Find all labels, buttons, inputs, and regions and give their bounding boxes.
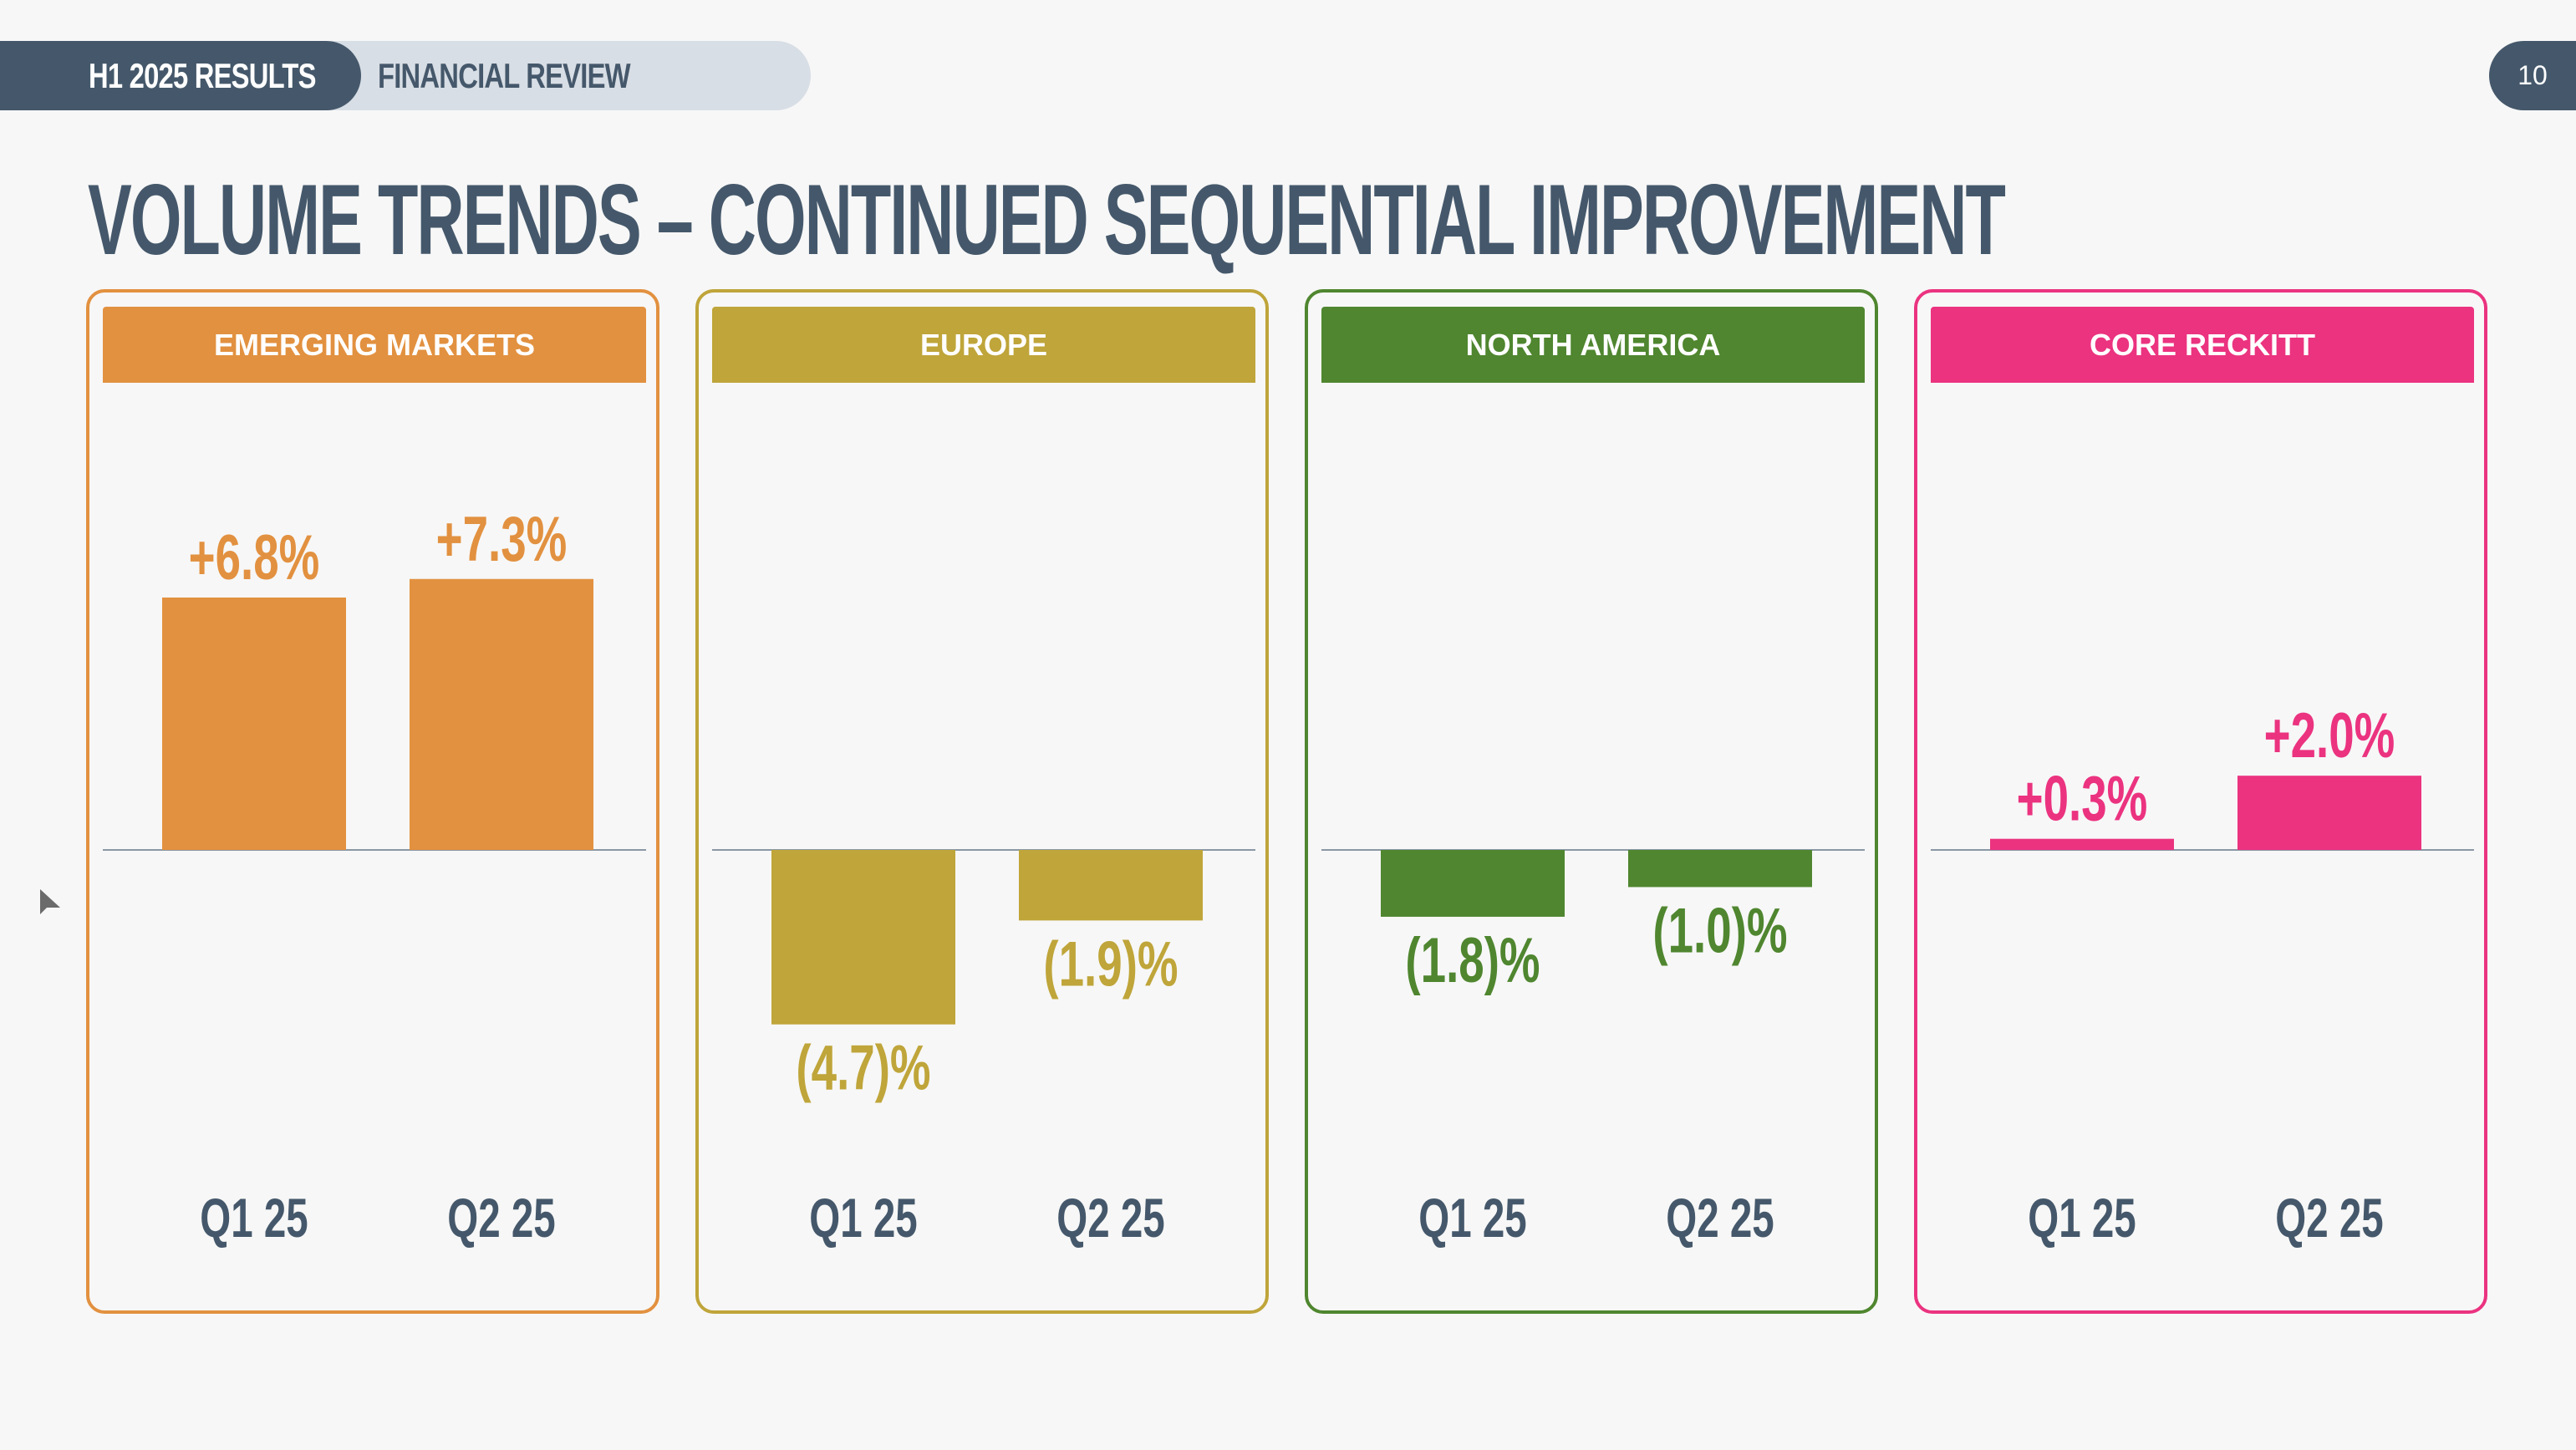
data-label: (1.0)% <box>1652 896 1787 967</box>
breadcrumb-primary: H1 2025 RESULTS <box>89 56 317 95</box>
bar <box>1019 850 1203 921</box>
bar-chart: +6.8% Q1 25 +7.3% Q2 25 <box>103 504 646 1249</box>
bar <box>1990 838 2174 850</box>
panel-core-reckitt: CORE RECKITT +0.3% Q1 25 +2.0% Q2 25 <box>1914 289 2487 1314</box>
bar <box>410 578 593 850</box>
breadcrumb-section: FINANCIAL REVIEW <box>378 56 631 95</box>
category-label: Q2 25 <box>2275 1188 2383 1249</box>
data-label: +7.3% <box>436 504 568 575</box>
bar-chart: (4.7)% Q1 25 (1.9)% Q2 25 <box>712 849 1255 1249</box>
mouse-pointer-icon <box>40 889 60 914</box>
page-number: 10 <box>2489 41 2576 110</box>
data-label: +0.3% <box>2017 764 2148 835</box>
data-label: (1.9)% <box>1043 929 1178 1000</box>
category-label: Q2 25 <box>1666 1188 1774 1249</box>
data-label: +2.0% <box>2264 700 2395 771</box>
category-label: Q1 25 <box>1418 1188 1526 1249</box>
bar <box>771 850 955 1025</box>
category-label: Q2 25 <box>1056 1188 1164 1249</box>
panel-header: CORE RECKITT <box>1931 307 2474 383</box>
bar-chart: (1.8)% Q1 25 (1.0)% Q2 25 <box>1321 849 1865 1249</box>
breadcrumb-primary-pill <box>0 41 361 110</box>
panel-header: EMERGING MARKETS <box>103 307 646 383</box>
bar <box>1381 850 1565 917</box>
panel-header: NORTH AMERICA <box>1321 307 1865 383</box>
category-label: Q1 25 <box>200 1188 308 1249</box>
category-label: Q1 25 <box>2028 1188 2136 1249</box>
bar <box>1628 850 1812 888</box>
bar <box>2237 776 2421 850</box>
panel-emerging-markets: EMERGING MARKETS +6.8% Q1 25 +7.3% Q2 25 <box>86 289 659 1314</box>
category-label: Q1 25 <box>809 1188 917 1249</box>
bar-chart: +0.3% Q1 25 +2.0% Q2 25 <box>1931 700 2474 1249</box>
panel-north-america: NORTH AMERICA (1.8)% Q1 25 (1.0)% Q2 25 <box>1305 289 1878 1314</box>
data-label: +6.8% <box>189 522 320 593</box>
category-label: Q2 25 <box>447 1188 555 1249</box>
panel-header: EUROPE <box>712 307 1255 383</box>
page-title: VOLUME TRENDS – CONTINUED SEQUENTIAL IMP… <box>88 164 2006 276</box>
bar <box>162 597 346 850</box>
data-label: (1.8)% <box>1405 925 1540 996</box>
panel-europe: EUROPE (4.7)% Q1 25 (1.9)% Q2 25 <box>695 289 1269 1314</box>
data-label: (4.7)% <box>796 1033 930 1104</box>
